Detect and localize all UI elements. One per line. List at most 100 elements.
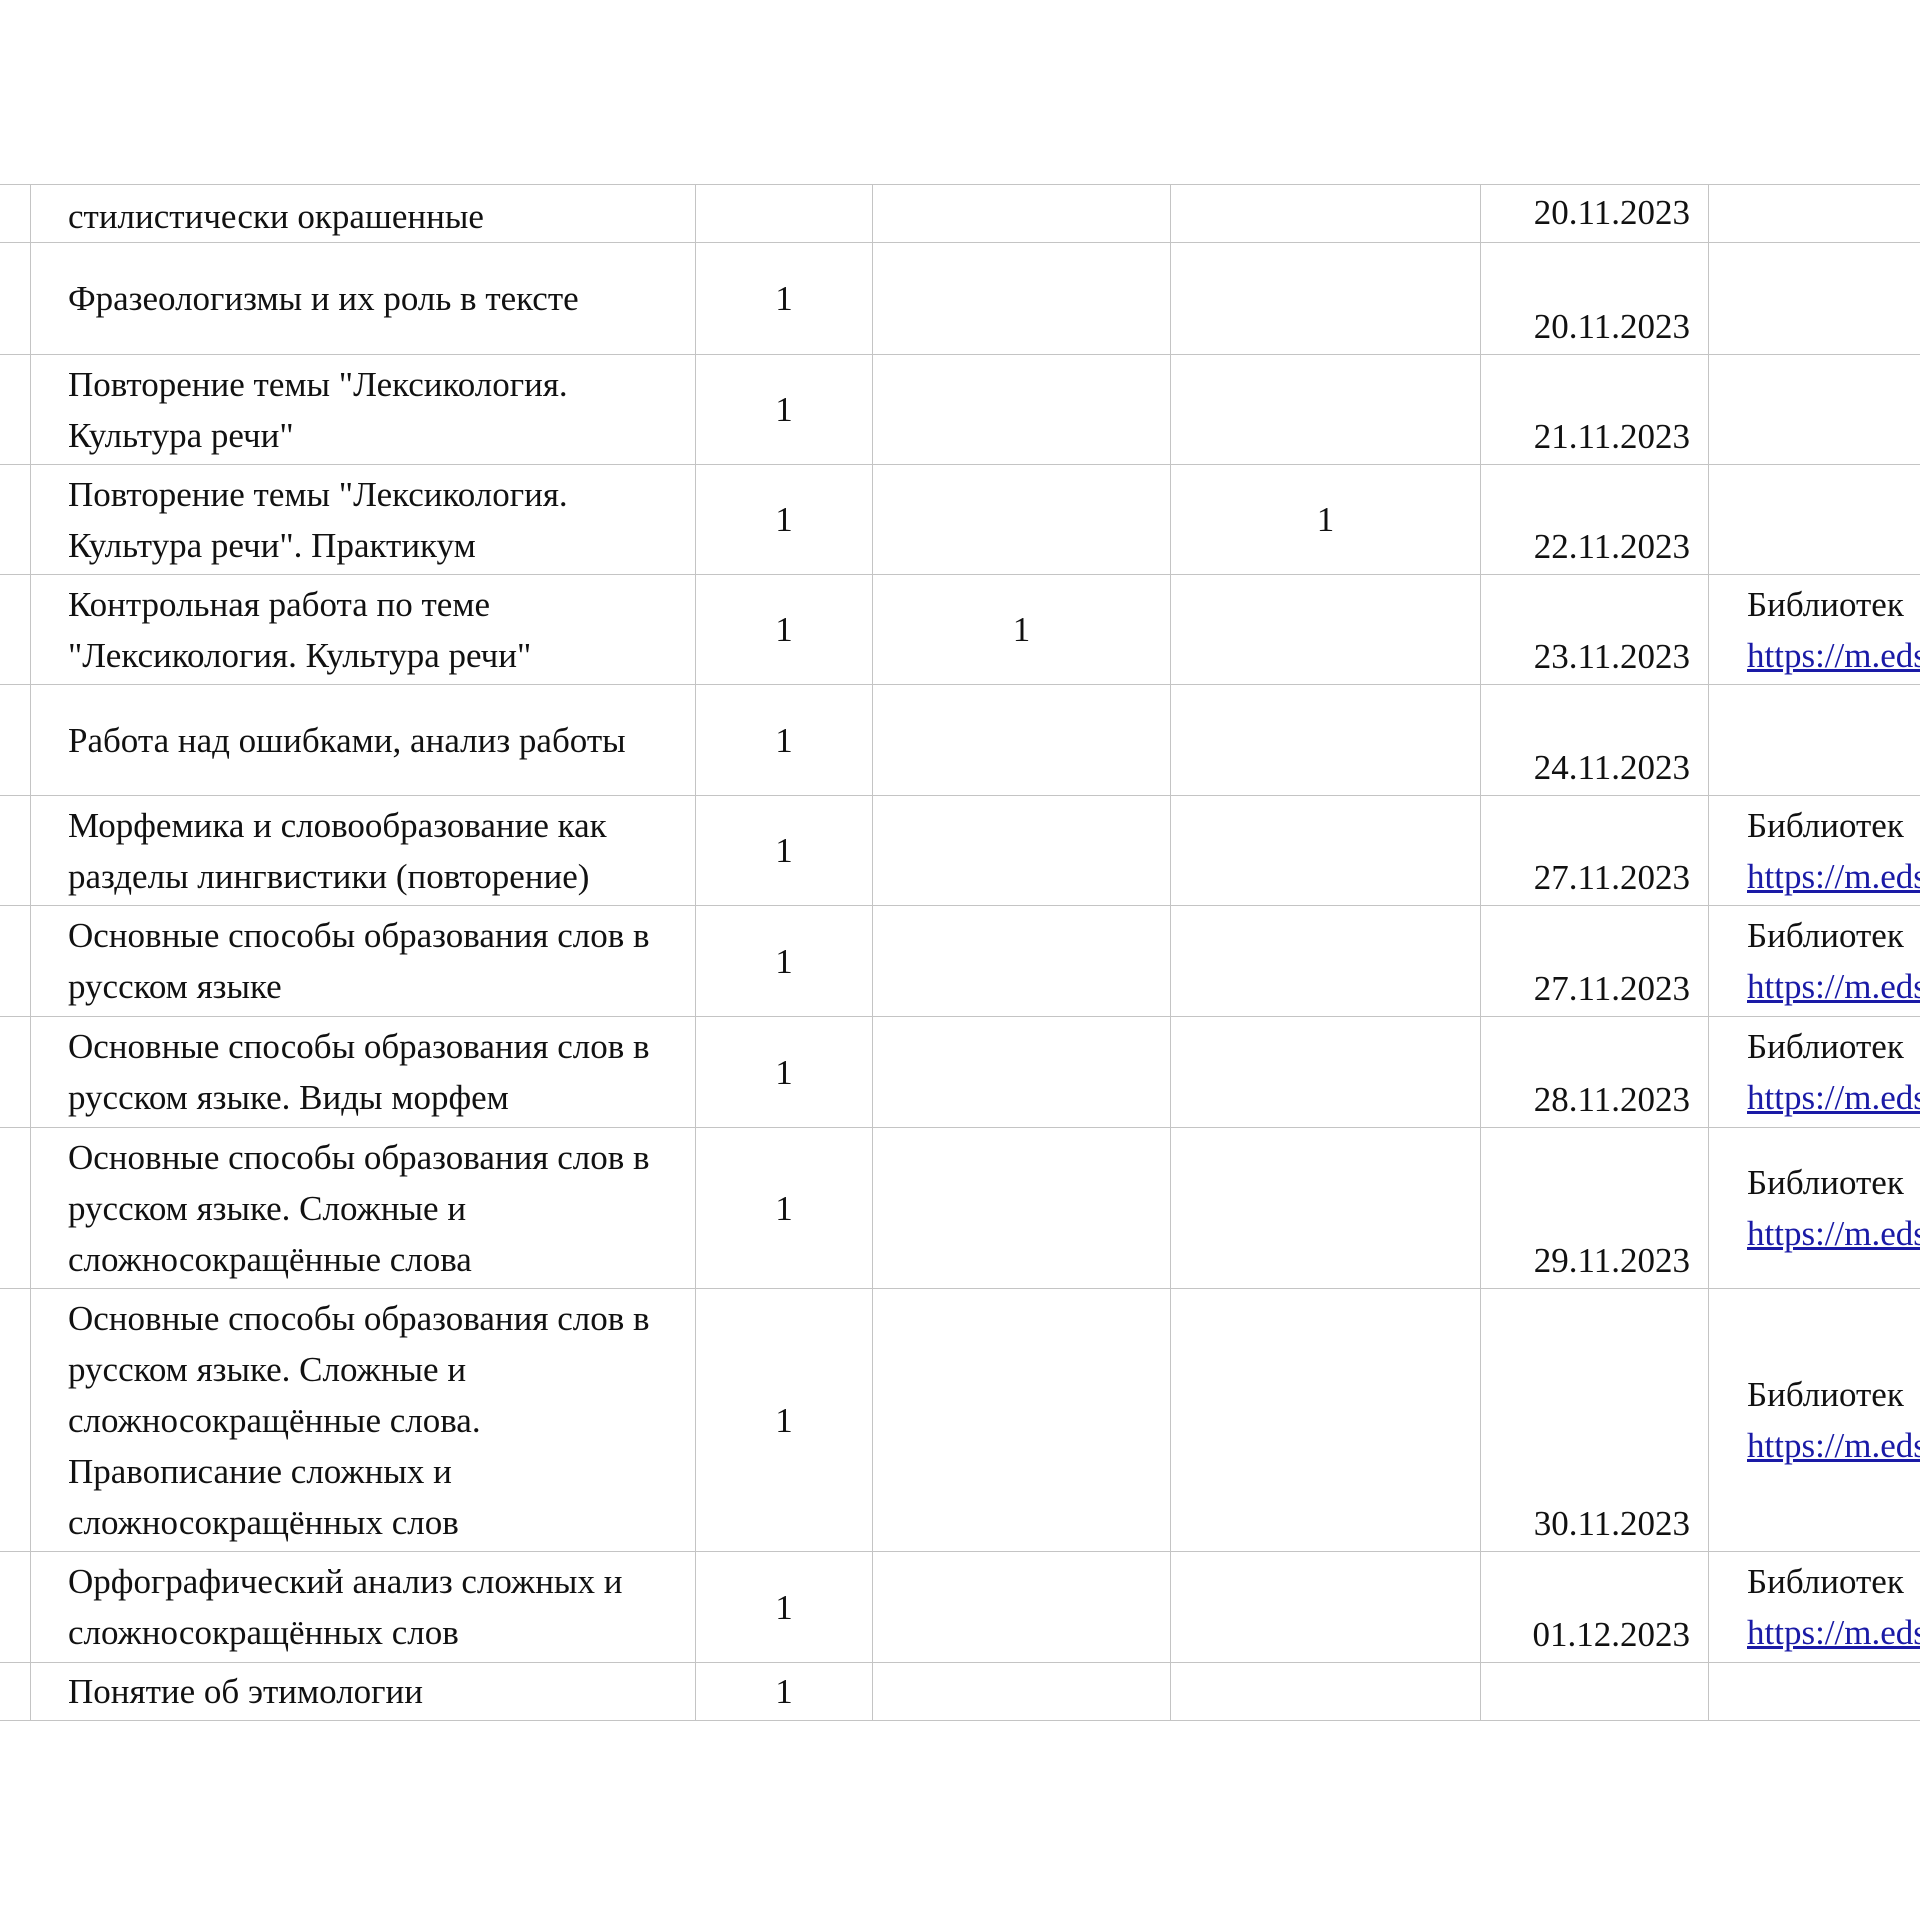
hours-cell: 1 (695, 1127, 873, 1289)
table-row: Орфографический анализ сложных и сложнос… (0, 1551, 1920, 1663)
library-label: Библиотек (1747, 1163, 1904, 1202)
date-cell (1480, 1662, 1709, 1721)
row-number-cell (0, 1551, 31, 1663)
row-number-cell (0, 684, 31, 796)
resource-cell: Библиотек https://m.eds (1708, 795, 1920, 906)
table-row: стилистически окрашенные 20.11.2023 (0, 184, 1920, 243)
date-cell: 01.12.2023 (1480, 1551, 1709, 1663)
topic-cell: стилистически окрашенные (30, 184, 696, 243)
practical-work-cell (1170, 1016, 1481, 1128)
library-label: Библиотек (1747, 1375, 1904, 1414)
topic-cell: Основные способы образования слов в русс… (30, 1016, 696, 1128)
practical-work-cell: 1 (1170, 464, 1481, 575)
control-work-cell (872, 1016, 1171, 1128)
row-number-cell (0, 1288, 31, 1552)
resource-link[interactable]: https://m.eds (1747, 1078, 1920, 1117)
resource-cell: Библиотек https://m.eds (1708, 1016, 1920, 1128)
row-number-cell (0, 795, 31, 906)
resource-cell (1708, 1662, 1920, 1721)
table-row: Работа над ошибками, анализ работы 1 24.11… (0, 684, 1920, 796)
hours-cell: 1 (695, 1662, 873, 1721)
table-row: Повторение темы "Лексикология. Культура … (0, 354, 1920, 465)
topic-cell: Основные способы образования слов в русс… (30, 905, 696, 1017)
practical-work-cell (1170, 354, 1481, 465)
practical-work-cell (1170, 795, 1481, 906)
control-work-cell (872, 1288, 1171, 1552)
date-cell: 28.11.2023 (1480, 1016, 1709, 1128)
control-work-cell (872, 905, 1171, 1017)
topic-cell: Повторение темы "Лексикология. Культура … (30, 354, 696, 465)
row-number-cell (0, 464, 31, 575)
practical-work-cell (1170, 1288, 1481, 1552)
hours-cell: 1 (695, 905, 873, 1017)
hours-cell: 1 (695, 1288, 873, 1552)
hours-cell (695, 184, 873, 243)
resource-link[interactable]: https://m.eds (1747, 967, 1920, 1006)
table-row: Основные способы образования слов в русс… (0, 905, 1920, 1017)
practical-work-cell (1170, 1551, 1481, 1663)
resource-cell: Библиотек https://m.eds (1708, 1551, 1920, 1663)
hours-cell: 1 (695, 1016, 873, 1128)
control-work-cell (872, 795, 1171, 906)
date-cell: 20.11.2023 (1480, 242, 1709, 355)
topic-cell: Понятие об этимологии (30, 1662, 696, 1721)
date-cell: 24.11.2023 (1480, 684, 1709, 796)
row-number-cell (0, 242, 31, 355)
hours-cell: 1 (695, 684, 873, 796)
table-row: Морфемика и словообразование как разделы… (0, 795, 1920, 906)
hours-cell: 1 (695, 1551, 873, 1663)
row-number-cell (0, 354, 31, 465)
date-cell: 20.11.2023 (1480, 184, 1709, 243)
date-cell: 30.11.2023 (1480, 1288, 1709, 1552)
hours-cell: 1 (695, 242, 873, 355)
practical-work-cell (1170, 184, 1481, 243)
date-cell: 29.11.2023 (1480, 1127, 1709, 1289)
resource-cell: Библиотек https://m.eds (1708, 1288, 1920, 1552)
practical-work-cell (1170, 1127, 1481, 1289)
resource-link[interactable]: https://m.eds (1747, 1426, 1920, 1465)
library-label: Библиотек (1747, 1027, 1904, 1066)
table-row: Понятие об этимологии 1 (0, 1662, 1920, 1721)
row-number-cell (0, 905, 31, 1017)
library-label: Библиотек (1747, 1562, 1904, 1601)
library-label: Библиотек (1747, 584, 1904, 624)
date-cell: 22.11.2023 (1480, 464, 1709, 575)
resource-cell (1708, 242, 1920, 355)
resource-link[interactable]: https://m.eds (1747, 635, 1920, 675)
topic-cell: Работа над ошибками, анализ работы (30, 684, 696, 796)
table-row: Повторение темы "Лексикология. Культура … (0, 464, 1920, 575)
hours-cell: 1 (695, 795, 873, 906)
row-number-cell (0, 574, 31, 685)
resource-cell (1708, 184, 1920, 243)
control-work-cell: 1 (872, 574, 1171, 685)
topic-cell: Морфемика и словообразование как разделы… (30, 795, 696, 906)
topic-cell: Основные способы образования слов в русс… (30, 1288, 696, 1552)
resource-link[interactable]: https://m.eds (1747, 856, 1920, 896)
practical-work-cell (1170, 242, 1481, 355)
practical-work-cell (1170, 574, 1481, 685)
control-work-cell (872, 464, 1171, 575)
date-cell: 27.11.2023 (1480, 905, 1709, 1017)
hours-cell: 1 (695, 574, 873, 685)
library-label: Библиотек (1747, 805, 1904, 845)
topic-cell: Фразеологизмы и их роль в тексте (30, 242, 696, 355)
table-row: Контрольная работа по теме "Лексикология… (0, 574, 1920, 685)
resource-cell: Библиотек https://m.eds (1708, 905, 1920, 1017)
control-work-cell (872, 354, 1171, 465)
topic-cell: Орфографический анализ сложных и сложнос… (30, 1551, 696, 1663)
resource-cell (1708, 464, 1920, 575)
resource-link[interactable]: https://m.eds (1747, 1613, 1920, 1652)
table-row: Основные способы образования слов в русс… (0, 1016, 1920, 1128)
practical-work-cell (1170, 1662, 1481, 1721)
topic-cell: Контрольная работа по теме "Лексикология… (30, 574, 696, 685)
row-number-cell (0, 1127, 31, 1289)
topic-cell: Основные способы образования слов в русс… (30, 1127, 696, 1289)
row-number-cell (0, 1662, 31, 1721)
table-row: Основные способы образования слов в русс… (0, 1127, 1920, 1289)
table-row: Основные способы образования слов в русс… (0, 1288, 1920, 1552)
row-number-cell (0, 184, 31, 243)
topic-cell: Повторение темы "Лексикология. Культура … (30, 464, 696, 575)
resource-link[interactable]: https://m.eds (1747, 1214, 1920, 1253)
resource-cell: Библиотек https://m.eds (1708, 1127, 1920, 1289)
control-work-cell (872, 1127, 1171, 1289)
